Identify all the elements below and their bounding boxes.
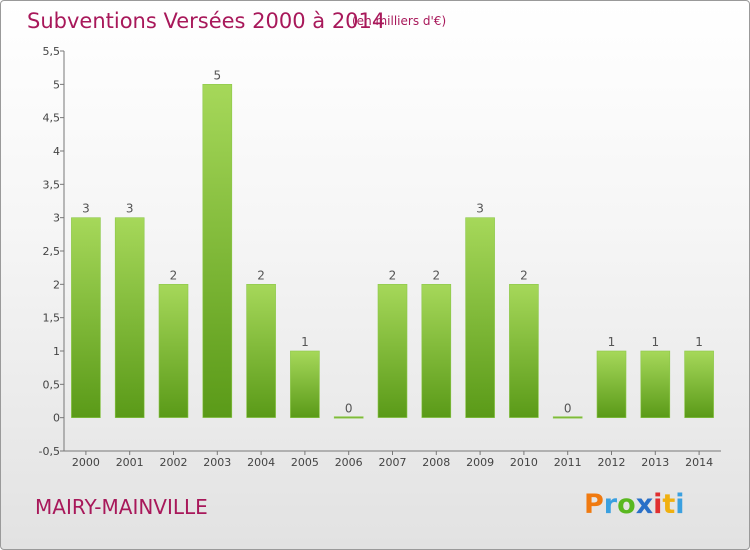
x-tick-label: 2011 (554, 456, 582, 469)
logo-letter: i (675, 489, 685, 520)
x-tick-label: 2003 (203, 456, 231, 469)
logo-letter: i (653, 489, 663, 520)
data-label: 1 (301, 335, 309, 349)
data-label: 3 (126, 202, 134, 216)
data-label: 1 (651, 335, 659, 349)
bar-2004 (246, 283, 276, 418)
data-label: 2 (432, 268, 440, 282)
y-tick-label: 2,5 (43, 245, 61, 258)
data-label: 2 (520, 268, 528, 282)
x-tick-label: 2000 (72, 456, 100, 469)
bar-2008 (421, 283, 452, 418)
chart-title: Subventions Versées 2000 à 2014 (27, 9, 386, 33)
x-tick-label: 2010 (510, 456, 538, 469)
bar-2000 (71, 217, 101, 418)
x-tick-label: 2004 (247, 456, 275, 469)
x-tick-label: 2013 (641, 456, 669, 469)
y-tick-label: -0,5 (39, 445, 60, 458)
y-tick-label: 5 (53, 78, 60, 91)
bar-2010 (509, 283, 539, 418)
commune-name: MAIRY-MAINVILLE (35, 495, 208, 519)
y-tick-label: 2 (53, 278, 60, 291)
bar-2012 (596, 350, 627, 418)
bar-2005 (290, 350, 320, 418)
logo-letter: t (662, 489, 676, 520)
bar-2014 (684, 350, 714, 418)
y-tick-label: 3,5 (43, 178, 61, 191)
bar-2002 (158, 283, 189, 418)
data-label: 3 (476, 202, 484, 216)
logo-letter: o (617, 489, 636, 520)
y-tick-label: 1,5 (43, 312, 61, 325)
data-label: 1 (608, 335, 616, 349)
proxiti-logo[interactable]: Proxiti (584, 489, 685, 520)
bar-2011 (552, 416, 583, 419)
bar-2003 (202, 84, 233, 418)
bar-2009 (465, 217, 495, 418)
data-label: 0 (564, 402, 572, 416)
logo-letter: r (603, 489, 618, 520)
bar-2001 (114, 217, 145, 418)
x-tick-label: 2002 (160, 456, 188, 469)
data-label: 3 (82, 202, 90, 216)
logo-letter: P (584, 489, 604, 520)
x-tick-label: 2007 (379, 456, 407, 469)
chart-unit: (en milliers d'€) (352, 14, 447, 28)
x-tick-label: 2008 (422, 456, 450, 469)
y-tick-label: 0,5 (43, 378, 61, 391)
y-tick-label: 4,5 (43, 112, 61, 125)
chart-labels: 3 3 2 5 2 1 0 2 2 3 2 0 1 1 1 (82, 68, 703, 415)
x-tick-label: 2014 (685, 456, 713, 469)
data-label: 0 (345, 402, 353, 416)
y-tick-label: 4 (53, 145, 60, 158)
data-label: 2 (170, 268, 178, 282)
data-label: 2 (257, 268, 265, 282)
x-tick-label: 2005 (291, 456, 319, 469)
y-tick-label: 3 (53, 212, 60, 225)
y-tick-label: 1 (53, 345, 60, 358)
data-label: 1 (695, 335, 703, 349)
x-tick-label: 2001 (116, 456, 144, 469)
chart-bars (71, 84, 714, 419)
bar-2013 (640, 350, 671, 418)
y-tick-label: 0 (53, 412, 60, 425)
data-label: 5 (213, 68, 221, 82)
bar-2006 (333, 416, 364, 419)
x-tick-label: 2012 (598, 456, 626, 469)
x-tick-label: 2009 (466, 456, 494, 469)
x-tick-label: 2006 (335, 456, 363, 469)
data-label: 2 (389, 268, 397, 282)
bar-2007 (377, 283, 408, 418)
logo-letter: x (635, 489, 654, 520)
y-tick-label: 5,5 (43, 45, 61, 58)
